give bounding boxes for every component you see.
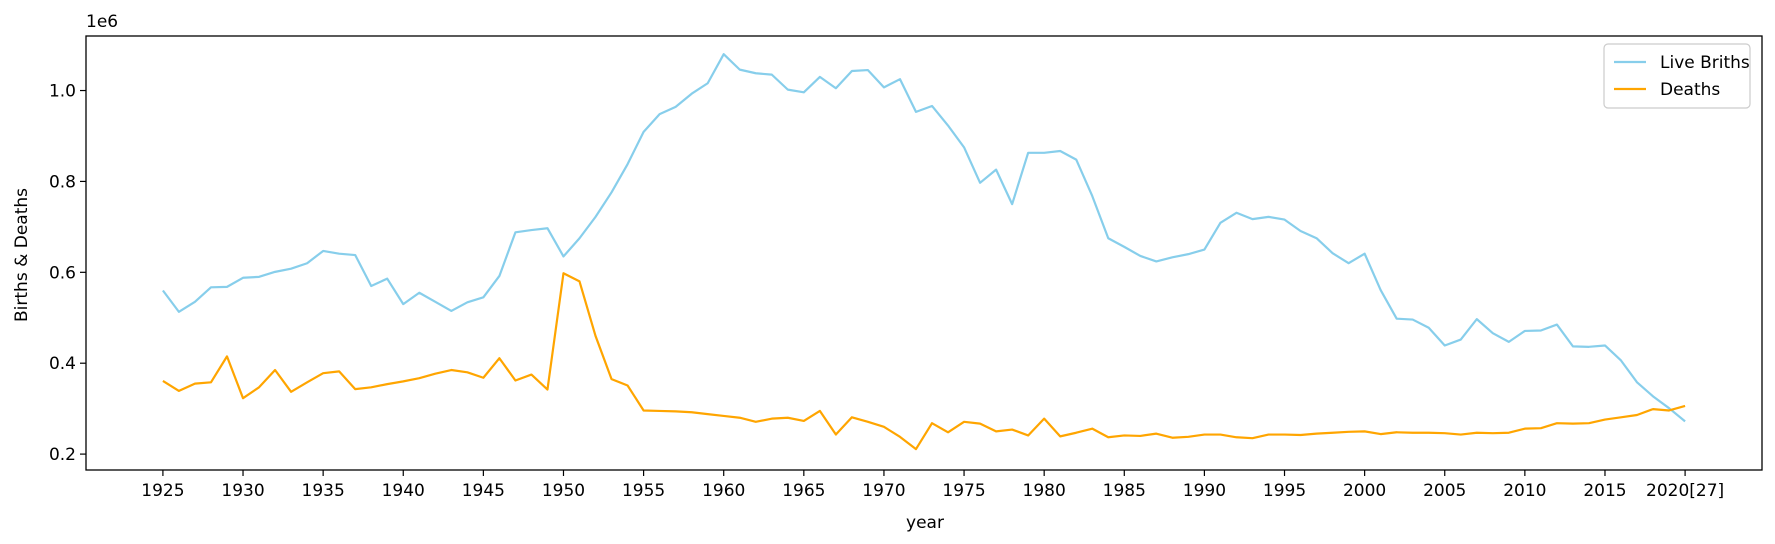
y-axis: 0.2 0.4 0.6 0.8 1.0	[49, 82, 86, 465]
x-tick-label: 2000	[1343, 481, 1386, 501]
x-tick-label: 2005	[1423, 481, 1466, 501]
x-tick-label: 1970	[862, 481, 905, 501]
series-line-live-births	[162, 53, 1686, 423]
x-tick-label: 1955	[622, 481, 665, 501]
x-tick-label: 1975	[942, 481, 985, 501]
x-axis: 1925 1930 1935 1940 1945 1950 1955 1960 1965 1970…	[141, 470, 1724, 501]
x-axis-label: year	[906, 513, 944, 533]
y-tick-label: 0.8	[49, 172, 76, 192]
y-tick-label: 0.4	[49, 354, 76, 374]
legend-box	[1603, 43, 1751, 109]
x-tick-label: 1990	[1183, 481, 1226, 501]
x-tick-label: 1960	[702, 481, 745, 501]
y-tick-label: 0.2	[49, 445, 76, 465]
y-offset-label: 1e6	[86, 12, 118, 32]
legend-label: Deaths	[1660, 80, 1720, 100]
y-axis-label: Births & Deaths	[12, 188, 32, 322]
x-tick-label: 1980	[1023, 481, 1066, 501]
y-tick-label: 0.6	[49, 263, 76, 283]
x-tick-label: 1940	[382, 481, 425, 501]
x-tick-label: 1935	[302, 481, 345, 501]
x-tick-label: 1995	[1263, 481, 1306, 501]
legend-label: Live Briths	[1660, 53, 1750, 73]
y-tick-label: 1.0	[49, 82, 76, 102]
x-tick-label: 1950	[542, 481, 585, 501]
x-tick-label: 1985	[1103, 481, 1146, 501]
x-tick-label: 2010	[1503, 481, 1546, 501]
x-tick-label: 2020[27]	[1646, 481, 1724, 501]
series-line-deaths	[162, 272, 1686, 451]
x-tick-label: 2015	[1583, 481, 1626, 501]
x-tick-label: 1945	[462, 481, 505, 501]
legend: Live Briths Deaths	[1603, 43, 1751, 109]
x-tick-label: 1930	[221, 481, 264, 501]
x-tick-label: 1925	[141, 481, 184, 501]
plot-frame	[85, 35, 1763, 471]
series-layer	[162, 53, 1686, 451]
x-tick-label: 1965	[782, 481, 825, 501]
